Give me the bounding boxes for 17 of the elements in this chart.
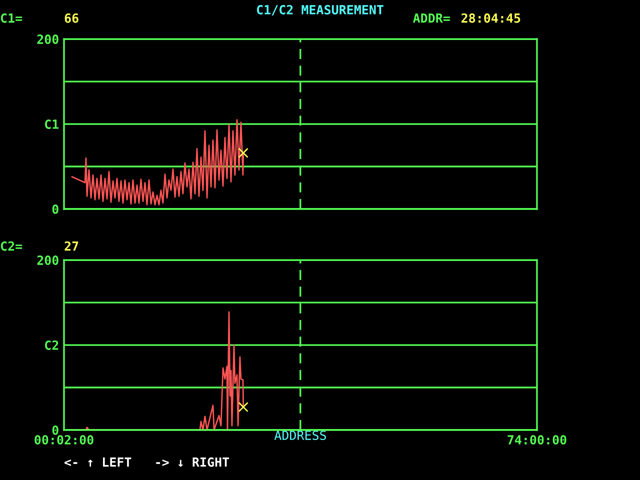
y-tick-label: 200: [37, 256, 58, 265]
y-tick-label: 0: [52, 204, 58, 214]
text: 66: [64, 13, 78, 23]
y-tick-label: C1: [45, 120, 59, 129]
y-tick-label: C2: [45, 340, 58, 350]
chart-title: C1/C2 MEASUREMENT: [256, 5, 384, 16]
x-tick-label: 74:00:00: [508, 435, 566, 445]
text: ADDR=: [413, 14, 450, 23]
text: C2=: [0, 241, 22, 251]
y-tick-label: 0: [52, 425, 58, 435]
text: 28:04:45: [462, 13, 520, 23]
text: 27: [64, 241, 78, 251]
text: C1=: [0, 13, 22, 23]
x-tick-label: 00:02:00: [34, 435, 94, 445]
x-axis-title: ADDRESS: [274, 430, 326, 440]
y-tick-label: 200: [37, 34, 58, 44]
text: <- ↑ LEFT -> ↓ RIGHT: [64, 457, 230, 467]
